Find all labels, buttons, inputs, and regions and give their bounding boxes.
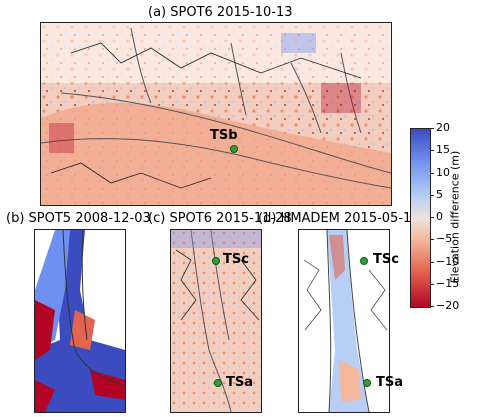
panel-b-title: (b) SPOT5 2008-12-03: [6, 212, 151, 225]
panel-d-title: (d) HMADEM 2015-05-15: [258, 212, 420, 225]
colorbar-tick-label: 10: [436, 165, 450, 179]
colorbar-tick-label: 15: [436, 143, 450, 157]
site-label-tsc-d: TSc: [373, 252, 399, 267]
colorbar-tick: [430, 239, 434, 241]
colorbar-tick: [430, 128, 434, 129]
site-marker-tsc-d: [360, 257, 368, 265]
colorbar-tick: [430, 172, 434, 174]
colorbar-label: Elevation difference (m): [448, 150, 462, 284]
site-marker-tsa-d: [363, 379, 371, 387]
site-label-tsb: TSb: [210, 128, 238, 143]
panel-a-title: (a) SPOT6 2015-10-13: [148, 6, 292, 19]
site-label-tsc-c: TSc: [223, 252, 249, 267]
colorbar-tick-label: 20: [436, 121, 450, 134]
colorbar-tick: [430, 261, 434, 263]
panel-b-letter: (b): [6, 211, 25, 226]
panel-d-map-image: [299, 230, 389, 412]
panel-c-title-text: SPOT6 2015-11-28: [169, 211, 292, 226]
panel-c-letter: (c): [148, 211, 166, 226]
colorbar-tick: [430, 306, 434, 307]
colorbar-tick: [430, 283, 434, 285]
panel-c-title: (c) SPOT6 2015-11-28: [148, 212, 292, 225]
colorbar-tick: [430, 194, 434, 196]
panel-a-title-text: SPOT6 2015-10-13: [170, 5, 293, 20]
site-label-tsa-d: TSa: [376, 375, 404, 390]
colorbar-tick-label: −5: [436, 232, 453, 246]
colorbar-tick: [430, 217, 434, 218]
panel-a-map-image: [41, 23, 391, 205]
colorbar-tick: [430, 150, 434, 152]
colorbar: [410, 128, 431, 308]
colorbar-tick-label: −20: [436, 299, 460, 312]
site-label-tsa-c: TSa: [226, 375, 254, 390]
site-marker-tsc-c: [212, 257, 220, 265]
panel-d-title-text: HMADEM 2015-05-15: [280, 211, 420, 226]
panel-d-letter: (d): [258, 211, 277, 226]
colorbar-tick-label: 5: [436, 187, 443, 201]
colorbar-tick-label: −10: [436, 254, 460, 268]
site-marker-tsa-c: [214, 379, 222, 387]
panel-b-map-image: [35, 230, 125, 412]
site-marker-tsb: [230, 145, 238, 153]
panel-a-map: [40, 22, 392, 206]
panel-b-map: [34, 229, 126, 413]
colorbar-tick-label: 0: [436, 210, 443, 223]
panel-d-map: [298, 229, 390, 413]
panel-b-title-text: SPOT5 2008-12-03: [28, 211, 151, 226]
colorbar-tick-label: −15: [436, 276, 460, 290]
panel-a-letter: (a): [148, 5, 167, 20]
